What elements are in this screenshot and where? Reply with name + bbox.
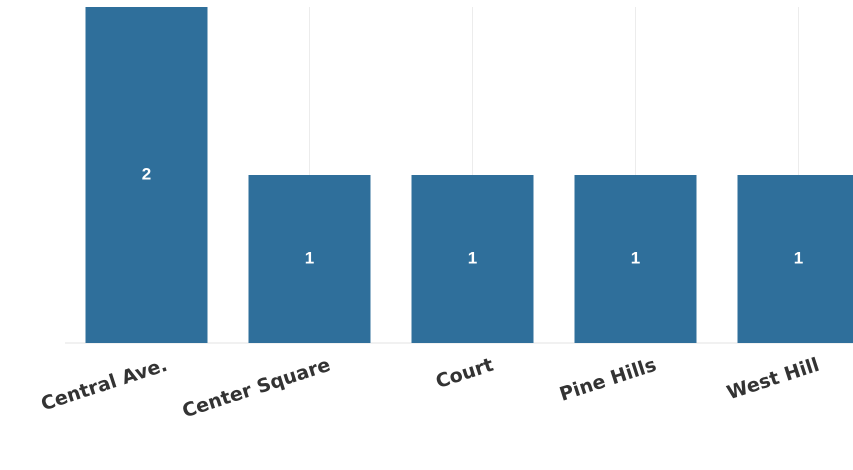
bar-data-label: 2 — [142, 164, 151, 183]
bar — [248, 175, 371, 343]
bar — [85, 7, 208, 343]
bar — [574, 175, 697, 343]
bar-data-label: 1 — [305, 248, 314, 267]
bars-group: 2 1 1 1 1 — [85, 7, 853, 343]
bar-data-label: 1 — [631, 248, 640, 267]
x-tick-label: Court — [433, 354, 496, 393]
bar-data-label: 1 — [794, 248, 803, 267]
x-tick-label: Center Square — [180, 354, 333, 423]
bar — [411, 175, 534, 343]
x-tick-label: West Hill — [724, 354, 822, 404]
x-tick-label: Pine Hills — [557, 354, 659, 406]
bar-data-label: 1 — [468, 248, 477, 267]
x-tick-labels: Central Ave. Center Square Court Pine Hills… — [38, 354, 822, 423]
bar — [737, 175, 853, 343]
x-tick-label: Central Ave. — [38, 354, 170, 415]
